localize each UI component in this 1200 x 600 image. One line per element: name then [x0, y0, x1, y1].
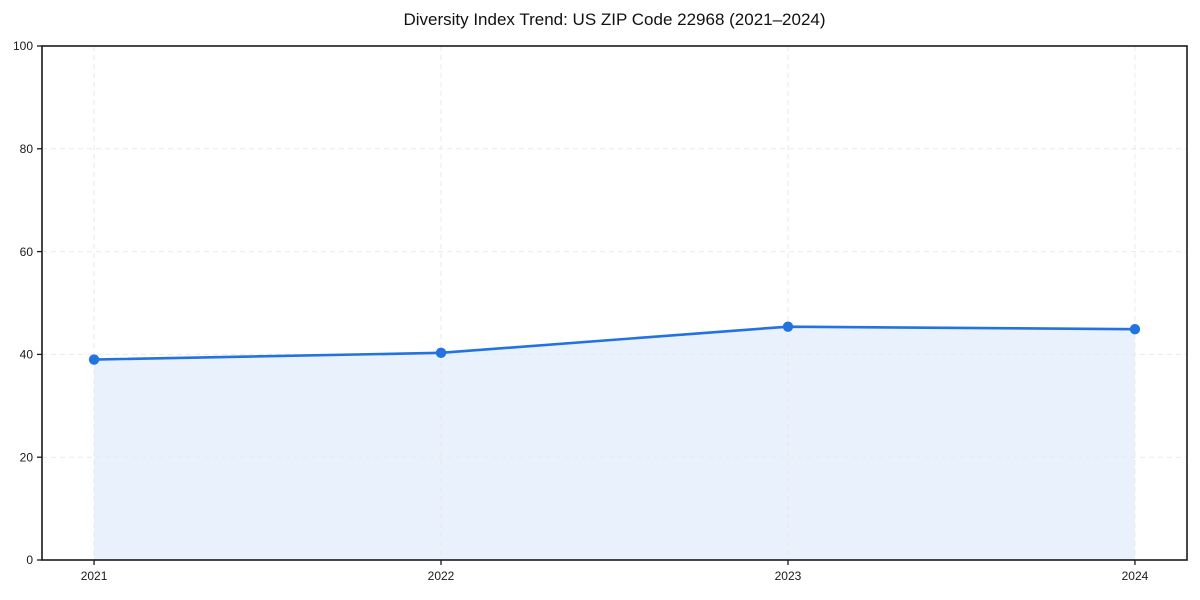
data-point-2024 [1129, 324, 1141, 335]
y-tick-label-0: 0 [26, 553, 33, 567]
x-tick-label-2023: 2023 [775, 569, 802, 583]
y-tick-label-60: 60 [20, 245, 34, 259]
x-tick-label-2021: 2021 [81, 569, 108, 583]
y-tick-label-100: 100 [13, 39, 33, 53]
data-point-2023 [782, 321, 794, 332]
chart-title: Diversity Index Trend: US ZIP Code 22968… [403, 10, 826, 29]
x-tick-label-2024: 2024 [1122, 569, 1149, 583]
area-fill [94, 326, 1135, 560]
x-tick-label-2022: 2022 [428, 569, 455, 583]
y-tick-label-80: 80 [20, 142, 34, 156]
y-tick-label-20: 20 [20, 450, 34, 464]
y-tick-label-40: 40 [20, 348, 34, 362]
plot-border [41, 45, 1188, 561]
data-point-2021 [88, 354, 100, 365]
trend-line [92, 325, 1137, 361]
data-point-2022 [435, 347, 447, 359]
